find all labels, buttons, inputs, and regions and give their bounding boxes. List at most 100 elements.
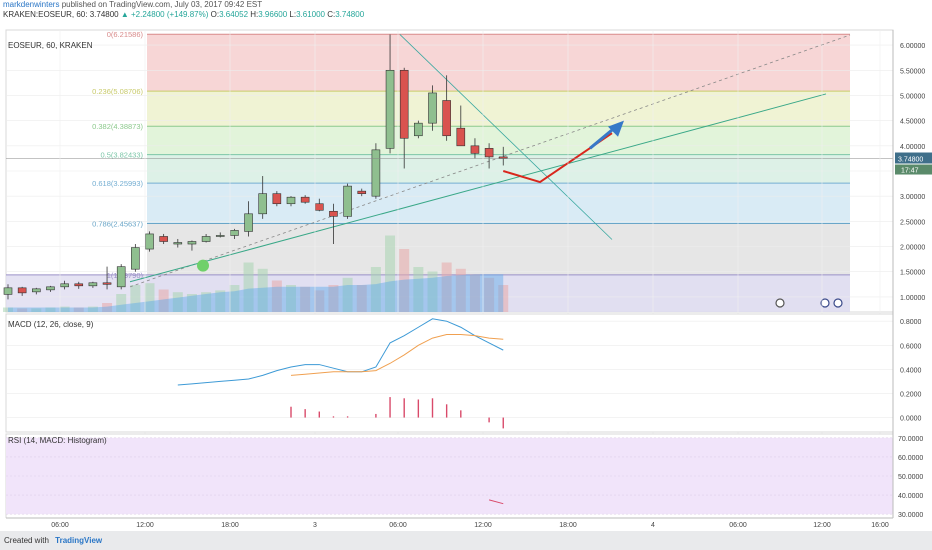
price-tick-label: 6.00000 [900,43,925,50]
event-marker-icon [820,298,830,308]
support-trendline [129,93,827,283]
time-tick-label: 4 [651,522,655,529]
rsi-tick-label: 60.0000 [898,455,923,462]
candle-body [286,196,296,205]
volume-bar [271,280,282,312]
volume-bar [498,285,509,312]
volume-bar [73,307,84,312]
candle-body [456,127,466,147]
macd-tick-label: 0.8000 [900,319,922,326]
volume-bar [455,268,466,312]
last-price: 3.74800 [89,10,119,19]
fib-zone [147,126,850,155]
axes: 6.000005.500005.000004.500004.000003.500… [0,30,932,531]
pane-labels: EOSEUR, 60, KRAKEN MACD (12, 26, close, … [8,41,107,445]
volume-bar [342,277,353,312]
candle-body [272,193,282,205]
volume-bar [17,308,28,312]
macd-pane-bg [5,313,894,433]
main-pane-title: EOSEUR, 60, KRAKEN [8,41,93,50]
volume-bar [45,307,56,312]
projection-path [502,132,613,184]
fib-zone [147,223,850,275]
rsi-tick-label: 70.0000 [898,436,923,443]
volume-bar [300,286,311,312]
publish-line: markdenwinters published on TradingView.… [3,0,932,10]
time-tick-label: 16:00 [871,522,889,529]
price-tick-label: 4.00000 [900,144,925,151]
time-tick-label: 18:00 [559,522,577,529]
volume-bar [158,289,169,312]
candle-body [414,122,423,137]
volume-bar [229,285,240,312]
author-link[interactable]: markdenwinters [3,0,60,9]
volume-bar [87,306,98,312]
volume-bar [186,294,197,312]
volume-ma-area [8,274,504,312]
price-change: ▲ +2.24800 (+149.87%) [120,10,209,19]
candle-body [215,235,225,237]
fib-zone [147,34,850,92]
rsi-band [6,437,893,515]
candle-body [343,185,352,217]
time-axis-bg [0,518,932,531]
volume-bar [59,306,70,312]
rsi-tick-label: 50.0000 [898,474,923,481]
price-tick-label: 2.50000 [900,219,925,226]
fib-level-label: 0.5(3.82433) [100,151,143,160]
candle-body [145,233,154,250]
volume-bar [399,249,410,312]
fib-zone [147,91,850,127]
time-tick-label: 06:00 [389,522,407,529]
candle-body [258,193,268,215]
macd-tick-label: 0.6000 [900,343,922,350]
footer: Created with TradingView [0,531,932,550]
candle-body [46,286,55,291]
fib-level-label: 0.236(5.08706) [92,87,143,96]
macd-tick-label: 0.4000 [900,367,922,374]
candle-body [300,196,310,203]
candle-body [385,69,395,149]
volume-bar [31,308,42,312]
event-marker-icon [775,298,785,308]
candle-body [173,242,183,245]
volume-bar [3,307,13,312]
volume-bar [314,290,325,312]
touch-point-marker [197,259,209,272]
price-tick-label: 4.50000 [900,119,925,126]
volume-bar [484,277,495,312]
volume-bar [385,235,396,312]
rsi-tick-label: 30.0000 [898,512,923,519]
close-value: 3.74800 [335,10,365,19]
candle-body [74,283,84,287]
fib-level-label: 0.786(2.45637) [92,220,143,229]
main-pane: 0(6.21586) 0.236(5.08706) 0.382(4.38873) 0.… [3,29,894,518]
candle-body [484,148,494,158]
candle-body [31,288,41,293]
created-with-label: Created with [4,536,49,545]
volume-bar [243,262,254,312]
ohlc-line: KRAKEN:EOSEUR, 60: 3.74800 ▲ +2.24800 (+… [3,10,365,19]
candle-body [60,283,69,288]
last-price-badge [895,152,932,164]
tradingview-logo[interactable]: TradingView [55,536,103,545]
open-value: 3.64052 [219,10,249,19]
time-tick-label: 06:00 [729,522,747,529]
symbol-label: KRAKEN:EOSEUR, 60 [3,10,86,19]
volume-bar [102,303,113,312]
candle-body [102,282,112,285]
candle-body [88,282,98,287]
candle-body [3,287,13,295]
macd-pane [5,313,894,433]
candle-body [371,149,381,197]
low-value: 3.61000 [296,10,325,19]
volume-bar [441,262,452,312]
candle-body [428,92,437,124]
price-tick-label: 5.50000 [900,68,925,75]
countdown-label: 17:47 [901,168,919,175]
candle-body [314,203,324,211]
target-arrow-head [608,120,624,137]
candle-body [159,236,168,242]
countdown-badge [895,164,932,175]
